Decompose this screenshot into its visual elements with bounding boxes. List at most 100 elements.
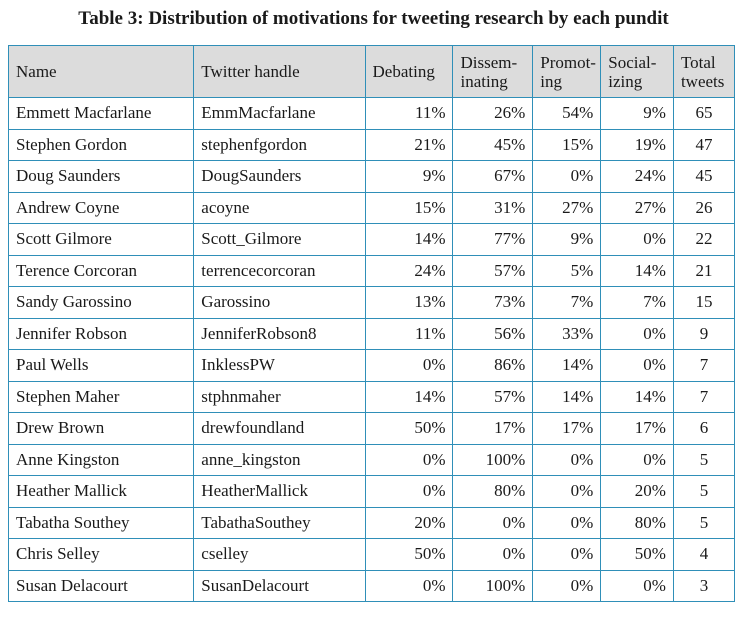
cell-total-tweets: 6 <box>672 412 736 445</box>
cell-total-tweets: 26 <box>672 191 736 224</box>
cell-name: Terence Corcoran <box>7 254 195 287</box>
cell-socializing: 0% <box>600 569 674 602</box>
cell-promoting: 15% <box>532 128 602 161</box>
cell-total-tweets: 7 <box>672 380 736 413</box>
cell-name: Drew Brown <box>7 412 195 445</box>
cell-promoting: 0% <box>532 475 602 508</box>
cell-twitter-handle: InklessPW <box>193 349 366 382</box>
cell-twitter-handle: TabathaSouthey <box>193 506 366 539</box>
cell-disseminating: 100% <box>452 443 534 476</box>
header-socializing: Social-izing <box>600 45 674 98</box>
cell-disseminating: 77% <box>452 223 534 256</box>
cell-total-tweets: 15 <box>672 286 736 319</box>
cell-disseminating: 56% <box>452 317 534 350</box>
cell-disseminating: 0% <box>452 538 534 571</box>
header-twitter-handle: Twitter handle <box>193 45 366 98</box>
table-row: Drew Brown drewfoundland 50% 17% 17% 17% 6 <box>7 412 736 445</box>
cell-promoting: 14% <box>532 349 602 382</box>
table-row: Terence Corcoran terrencecorcoran 24% 57% 5%… <box>7 254 736 287</box>
cell-disseminating: 57% <box>452 380 534 413</box>
cell-socializing: 0% <box>600 349 674 382</box>
cell-promoting: 0% <box>532 506 602 539</box>
cell-total-tweets: 45 <box>672 160 736 193</box>
table-row: Sandy Garossino Garossino 13% 73% 7% 7% 15 <box>7 286 736 319</box>
cell-disseminating: 26% <box>452 97 534 130</box>
cell-socializing: 9% <box>600 97 674 130</box>
cell-promoting: 27% <box>532 191 602 224</box>
cell-name: Andrew Coyne <box>7 191 195 224</box>
cell-debating: 14% <box>364 380 454 413</box>
cell-name: Stephen Maher <box>7 380 195 413</box>
cell-socializing: 27% <box>600 191 674 224</box>
cell-twitter-handle: Garossino <box>193 286 366 319</box>
cell-debating: 0% <box>364 475 454 508</box>
cell-promoting: 9% <box>532 223 602 256</box>
cell-name: Susan Delacourt <box>7 569 195 602</box>
cell-twitter-handle: SusanDelacourt <box>193 569 366 602</box>
cell-total-tweets: 7 <box>672 349 736 382</box>
cell-total-tweets: 5 <box>672 475 736 508</box>
cell-total-tweets: 65 <box>672 97 736 130</box>
cell-debating: 0% <box>364 349 454 382</box>
cell-total-tweets: 21 <box>672 254 736 287</box>
cell-debating: 9% <box>364 160 454 193</box>
table-row: Andrew Coyne acoyne 15% 31% 27% 27% 26 <box>7 191 736 224</box>
cell-disseminating: 86% <box>452 349 534 382</box>
cell-twitter-handle: terrencecorcoran <box>193 254 366 287</box>
cell-name: Heather Mallick <box>7 475 195 508</box>
table-row: Stephen Maher stphnmaher 14% 57% 14% 14% 7 <box>7 380 736 413</box>
table-row: Chris Selley cselley 50% 0% 0% 50% 4 <box>7 538 736 571</box>
cell-debating: 50% <box>364 412 454 445</box>
cell-debating: 11% <box>364 97 454 130</box>
cell-debating: 24% <box>364 254 454 287</box>
header-disseminating: Dissem-inating <box>452 45 534 98</box>
cell-debating: 13% <box>364 286 454 319</box>
cell-socializing: 50% <box>600 538 674 571</box>
cell-socializing: 0% <box>600 443 674 476</box>
cell-name: Scott Gilmore <box>7 223 195 256</box>
table-row: Anne Kingston anne_kingston 0% 100% 0% 0% 5 <box>7 443 736 476</box>
cell-promoting: 5% <box>532 254 602 287</box>
motivations-table: Name Twitter handle Debating Dissem-inat… <box>7 45 736 602</box>
cell-socializing: 17% <box>600 412 674 445</box>
cell-total-tweets: 4 <box>672 538 736 571</box>
cell-promoting: 14% <box>532 380 602 413</box>
cell-name: Paul Wells <box>7 349 195 382</box>
cell-name: Doug Saunders <box>7 160 195 193</box>
cell-name: Tabatha Southey <box>7 506 195 539</box>
cell-twitter-handle: HeatherMallick <box>193 475 366 508</box>
cell-promoting: 0% <box>532 160 602 193</box>
cell-socializing: 24% <box>600 160 674 193</box>
cell-name: Stephen Gordon <box>7 128 195 161</box>
table-row: Susan Delacourt SusanDelacourt 0% 100% 0% 0% 3 <box>7 569 736 602</box>
cell-socializing: 0% <box>600 223 674 256</box>
cell-socializing: 0% <box>600 317 674 350</box>
cell-name: Jennifer Robson <box>7 317 195 350</box>
table-row: Tabatha Southey TabathaSouthey 20% 0% 0% 80% 5 <box>7 506 736 539</box>
cell-promoting: 17% <box>532 412 602 445</box>
header-debating: Debating <box>364 45 454 98</box>
cell-debating: 11% <box>364 317 454 350</box>
table-row: Paul Wells InklessPW 0% 86% 14% 0% 7 <box>7 349 736 382</box>
cell-socializing: 7% <box>600 286 674 319</box>
cell-total-tweets: 47 <box>672 128 736 161</box>
cell-socializing: 14% <box>600 380 674 413</box>
cell-socializing: 14% <box>600 254 674 287</box>
cell-debating: 14% <box>364 223 454 256</box>
cell-disseminating: 100% <box>452 569 534 602</box>
cell-disseminating: 45% <box>452 128 534 161</box>
cell-twitter-handle: DougSaunders <box>193 160 366 193</box>
cell-twitter-handle: stephenfgordon <box>193 128 366 161</box>
cell-twitter-handle: JenniferRobson8 <box>193 317 366 350</box>
cell-total-tweets: 3 <box>672 569 736 602</box>
cell-disseminating: 80% <box>452 475 534 508</box>
table-row: Jennifer Robson JenniferRobson8 11% 56% 33% 0… <box>7 317 736 350</box>
cell-debating: 0% <box>364 443 454 476</box>
cell-debating: 0% <box>364 569 454 602</box>
cell-twitter-handle: Scott_Gilmore <box>193 223 366 256</box>
cell-socializing: 80% <box>600 506 674 539</box>
cell-promoting: 0% <box>532 443 602 476</box>
cell-promoting: 33% <box>532 317 602 350</box>
table-row: Scott Gilmore Scott_Gilmore 14% 77% 9% 0% 22 <box>7 223 736 256</box>
header-name: Name <box>7 45 195 98</box>
